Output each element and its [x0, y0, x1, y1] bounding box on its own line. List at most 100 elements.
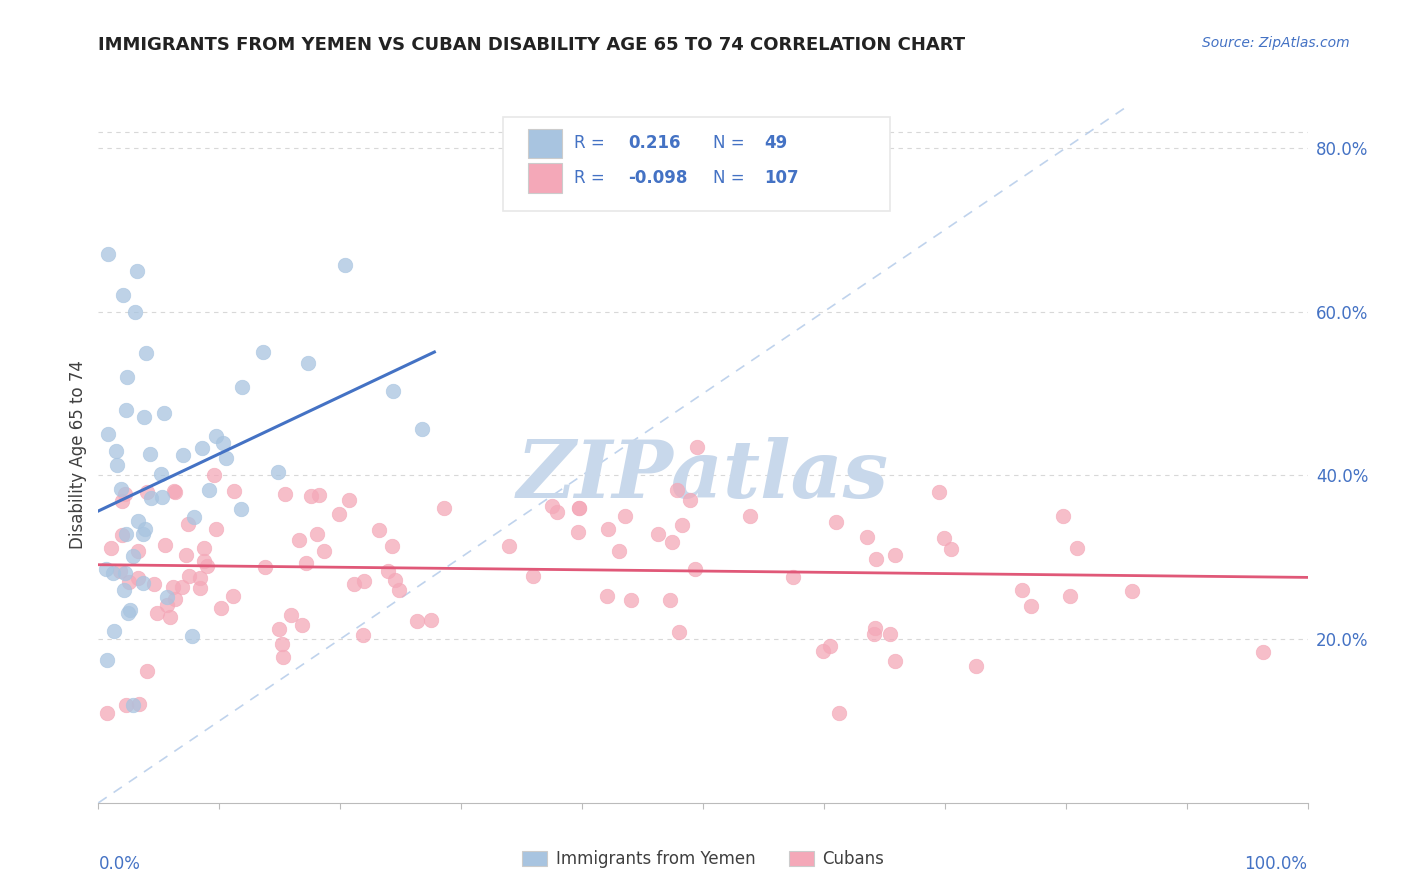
- Legend: Immigrants from Yemen, Cubans: Immigrants from Yemen, Cubans: [516, 843, 890, 874]
- FancyBboxPatch shape: [503, 118, 890, 211]
- Text: 49: 49: [765, 134, 787, 153]
- Text: N =: N =: [713, 134, 744, 153]
- Immigrants from Yemen: [117, 370, 139, 384]
- Cubans: [388, 583, 411, 598]
- Cubans: [596, 523, 619, 537]
- Cubans: [419, 613, 441, 627]
- Immigrants from Yemen: [212, 436, 235, 450]
- Cubans: [568, 501, 591, 516]
- Immigrants from Yemen: [267, 465, 290, 479]
- Cubans: [619, 593, 641, 607]
- Cubans: [381, 539, 404, 553]
- Cubans: [174, 548, 197, 562]
- Immigrants from Yemen: [139, 447, 162, 461]
- Cubans: [202, 468, 225, 483]
- Cubans: [668, 624, 690, 639]
- Cubans: [267, 622, 290, 636]
- Cubans: [934, 531, 956, 545]
- Cubans: [863, 621, 886, 635]
- Text: R =: R =: [574, 169, 605, 187]
- Cubans: [211, 601, 233, 615]
- Immigrants from Yemen: [114, 403, 136, 417]
- Cubans: [195, 559, 218, 574]
- Cubans: [271, 637, 294, 651]
- Text: N =: N =: [713, 169, 744, 187]
- Cubans: [193, 554, 215, 568]
- Cubans: [658, 593, 681, 607]
- Cubans: [156, 598, 179, 612]
- Immigrants from Yemen: [139, 491, 162, 506]
- Text: Source: ZipAtlas.com: Source: ZipAtlas.com: [1202, 36, 1350, 50]
- Cubans: [406, 614, 429, 628]
- Cubans: [498, 539, 520, 553]
- Cubans: [110, 564, 132, 578]
- Text: 100.0%: 100.0%: [1244, 855, 1308, 873]
- Cubans: [661, 534, 683, 549]
- Cubans: [146, 607, 169, 621]
- Cubans: [271, 649, 294, 664]
- Cubans: [522, 568, 544, 582]
- Text: ZIPatlas: ZIPatlas: [517, 437, 889, 515]
- Immigrants from Yemen: [104, 443, 127, 458]
- Immigrants from Yemen: [110, 483, 132, 497]
- Cubans: [686, 440, 709, 454]
- Immigrants from Yemen: [122, 549, 145, 564]
- Cubans: [100, 541, 122, 555]
- Cubans: [825, 515, 848, 529]
- Cubans: [433, 501, 456, 516]
- Text: 0.216: 0.216: [628, 134, 681, 153]
- Cubans: [111, 493, 134, 508]
- Cubans: [224, 484, 246, 499]
- Immigrants from Yemen: [97, 247, 120, 261]
- Cubans: [595, 589, 617, 603]
- Immigrants from Yemen: [118, 603, 141, 617]
- Cubans: [188, 581, 211, 595]
- Cubans: [291, 618, 314, 632]
- Immigrants from Yemen: [105, 458, 128, 472]
- Cubans: [280, 607, 302, 622]
- Cubans: [193, 541, 215, 556]
- Cubans: [177, 516, 200, 531]
- Cubans: [367, 523, 389, 537]
- Immigrants from Yemen: [172, 449, 194, 463]
- Immigrants from Yemen: [127, 264, 149, 278]
- Cubans: [162, 580, 184, 594]
- Immigrants from Yemen: [111, 288, 134, 302]
- Cubans: [541, 499, 564, 513]
- Cubans: [177, 568, 200, 582]
- Cubans: [613, 508, 636, 523]
- Cubans: [143, 577, 166, 591]
- Cubans: [863, 626, 886, 640]
- Cubans: [353, 574, 375, 589]
- Cubans: [337, 492, 360, 507]
- Cubans: [928, 484, 950, 499]
- Cubans: [1121, 584, 1143, 599]
- Cubans: [384, 573, 406, 587]
- Immigrants from Yemen: [231, 380, 253, 394]
- Cubans: [1066, 541, 1088, 555]
- Text: 0.0%: 0.0%: [98, 855, 141, 873]
- Cubans: [567, 525, 589, 540]
- Cubans: [127, 571, 149, 585]
- Cubans: [114, 698, 136, 712]
- Cubans: [738, 508, 761, 523]
- Cubans: [127, 544, 149, 558]
- Cubans: [965, 658, 987, 673]
- Text: R =: R =: [574, 134, 605, 153]
- Immigrants from Yemen: [411, 422, 433, 436]
- Cubans: [111, 528, 134, 542]
- Cubans: [883, 654, 905, 668]
- Cubans: [782, 570, 804, 584]
- Immigrants from Yemen: [381, 384, 404, 399]
- Y-axis label: Disability Age 65 to 74: Disability Age 65 to 74: [69, 360, 87, 549]
- Cubans: [647, 526, 669, 541]
- Cubans: [153, 538, 176, 552]
- Cubans: [159, 609, 181, 624]
- Immigrants from Yemen: [198, 483, 221, 497]
- Immigrants from Yemen: [297, 356, 319, 370]
- Immigrants from Yemen: [103, 624, 125, 639]
- Cubans: [294, 556, 316, 570]
- Text: IMMIGRANTS FROM YEMEN VS CUBAN DISABILITY AGE 65 TO 74 CORRELATION CHART: IMMIGRANTS FROM YEMEN VS CUBAN DISABILIT…: [98, 36, 966, 54]
- Cubans: [307, 527, 329, 541]
- Immigrants from Yemen: [114, 566, 136, 580]
